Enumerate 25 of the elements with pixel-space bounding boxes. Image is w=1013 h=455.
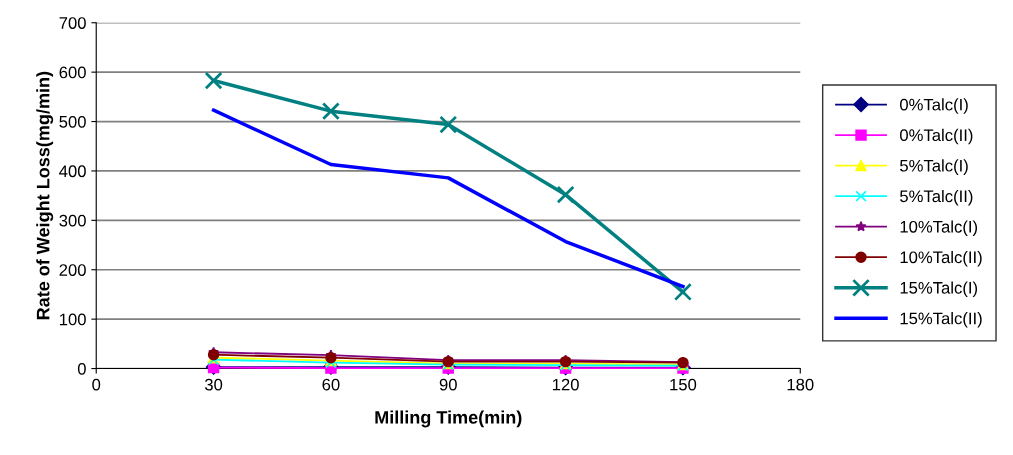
- y-tick-label: 0: [77, 362, 86, 375]
- x-tick-label: 0: [92, 378, 101, 391]
- y-tick-label: 400: [59, 165, 86, 178]
- legend-label: 5%Talc(I): [900, 159, 968, 175]
- y-tick-label: 600: [59, 66, 86, 79]
- x-tick-label: 120: [552, 378, 579, 391]
- x-tick-label: 90: [439, 378, 457, 391]
- legend-label: 10%Talc(I): [900, 220, 978, 236]
- y-axis-title: Rate of Weight Loss(mg/min): [36, 71, 54, 320]
- y-tick-label: 500: [59, 115, 86, 128]
- legend-label: 0%Talc(I): [900, 98, 968, 114]
- x-axis-title: Milling Time(min): [375, 410, 522, 428]
- y-tick-label: 200: [59, 264, 86, 276]
- legend-label: 15%Talc(II): [900, 312, 982, 328]
- x-tick-label: 30: [204, 378, 223, 391]
- y-tick-label: 700: [59, 17, 86, 29]
- legend-label: 10%Talc(II): [900, 250, 982, 267]
- legend-label: 5%Talc(II): [900, 189, 973, 206]
- legend-label: 15%Talc(I): [900, 281, 978, 298]
- y-tick-label: 100: [59, 313, 86, 326]
- x-tick-label: 150: [670, 378, 697, 391]
- x-tick-label: 180: [787, 378, 814, 391]
- legend-label: 0%Talc(II): [900, 128, 973, 145]
- x-tick-label: 60: [322, 378, 340, 391]
- y-tick-label: 300: [59, 214, 86, 227]
